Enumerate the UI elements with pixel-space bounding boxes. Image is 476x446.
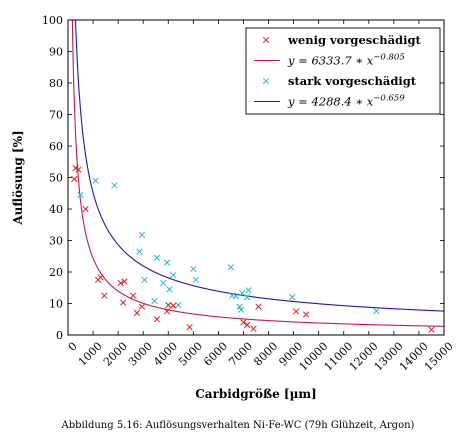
scatter-points xyxy=(71,164,435,333)
y-tick-label: 50 xyxy=(49,172,63,185)
figure-caption: Abbildung 5.16: Auflösungsverhalten Ni-F… xyxy=(61,420,415,431)
data-point xyxy=(175,301,182,309)
data-point xyxy=(232,293,240,300)
x-tick-label: 3000 xyxy=(126,340,155,369)
data-point xyxy=(130,292,137,299)
y-tick-label: 40 xyxy=(49,203,63,216)
data-point xyxy=(240,319,247,326)
data-point xyxy=(71,175,78,183)
y-tick-label: 10 xyxy=(49,298,63,311)
data-point xyxy=(101,292,108,299)
legend-marker xyxy=(262,36,270,44)
x-tick-label: 5000 xyxy=(176,340,205,369)
legend-entry-label: stark vorgeschädigt xyxy=(288,74,417,88)
data-point xyxy=(75,166,82,173)
data-point xyxy=(292,308,300,315)
data-point xyxy=(428,326,435,333)
data-point xyxy=(170,302,177,309)
fit-curve-line xyxy=(74,20,444,312)
data-point xyxy=(151,297,158,305)
data-point xyxy=(119,299,127,306)
x-tick-label: 0 xyxy=(66,340,80,354)
legend-marker xyxy=(262,77,270,85)
data-point xyxy=(190,265,197,273)
data-point xyxy=(153,316,161,323)
data-point xyxy=(163,308,171,315)
chart: 0102030405060708090100010002000300040005… xyxy=(11,14,456,401)
data-point xyxy=(186,323,193,331)
y-tick-label: 70 xyxy=(49,109,63,122)
data-point xyxy=(117,279,124,287)
data-point xyxy=(160,279,167,287)
x-tick-label: 7000 xyxy=(226,340,255,369)
data-point xyxy=(289,294,296,301)
x-axis-title: Carbidgröße [µm] xyxy=(195,387,316,401)
data-point xyxy=(170,271,177,279)
y-tick-label: 90 xyxy=(49,46,63,59)
x-tick-label: 15000 xyxy=(422,340,456,374)
data-point xyxy=(77,191,84,198)
data-point xyxy=(165,301,172,309)
data-point xyxy=(244,321,251,329)
data-point xyxy=(302,311,310,318)
data-point xyxy=(166,286,173,293)
data-point xyxy=(133,309,141,317)
legend-entry-label: y = 4288.4 ∗ x−0.659 xyxy=(287,94,405,109)
data-point xyxy=(163,259,171,266)
y-axis-title: Auflösung [%] xyxy=(11,130,25,225)
data-point xyxy=(82,205,89,213)
legend: wenig vorgeschädigt y = 6333.7 ∗ x−0.805 s… xyxy=(245,27,441,115)
data-point xyxy=(72,164,79,172)
data-point xyxy=(138,303,146,310)
legend-box xyxy=(245,27,441,115)
x-tick-label: 1000 xyxy=(76,340,105,369)
data-point xyxy=(192,276,199,284)
data-point xyxy=(245,287,252,294)
data-point xyxy=(227,264,235,271)
data-point xyxy=(250,325,257,332)
fit-curves xyxy=(71,20,444,327)
x-tick-label: 4000 xyxy=(151,340,180,369)
y-tick-label: 30 xyxy=(49,235,63,248)
data-point xyxy=(255,303,262,310)
data-point xyxy=(244,294,251,301)
x-tick-label: 8000 xyxy=(251,340,280,369)
x-tick-label: 6000 xyxy=(201,340,230,369)
data-point xyxy=(138,231,146,238)
data-point xyxy=(239,289,246,297)
data-point xyxy=(373,307,380,315)
data-point xyxy=(121,278,128,285)
y-tick-label: 0 xyxy=(56,329,63,342)
y-tick-label: 60 xyxy=(49,140,63,153)
y-tick-label: 100 xyxy=(42,14,63,27)
y-tick-label: 80 xyxy=(49,77,63,90)
data-point xyxy=(153,254,161,261)
data-point xyxy=(237,306,245,313)
legend-entry-label: y = 6333.7 ∗ x−0.805 xyxy=(287,53,405,68)
legend-entry-label: wenig vorgeschädigt xyxy=(287,33,421,47)
y-tick-label: 20 xyxy=(49,266,63,279)
data-point xyxy=(97,274,104,281)
fit-curve-line xyxy=(71,20,444,327)
x-tick-label: 2000 xyxy=(101,340,130,369)
data-point xyxy=(111,182,118,189)
data-point xyxy=(92,177,99,184)
data-point xyxy=(136,248,143,255)
data-point xyxy=(141,276,148,284)
